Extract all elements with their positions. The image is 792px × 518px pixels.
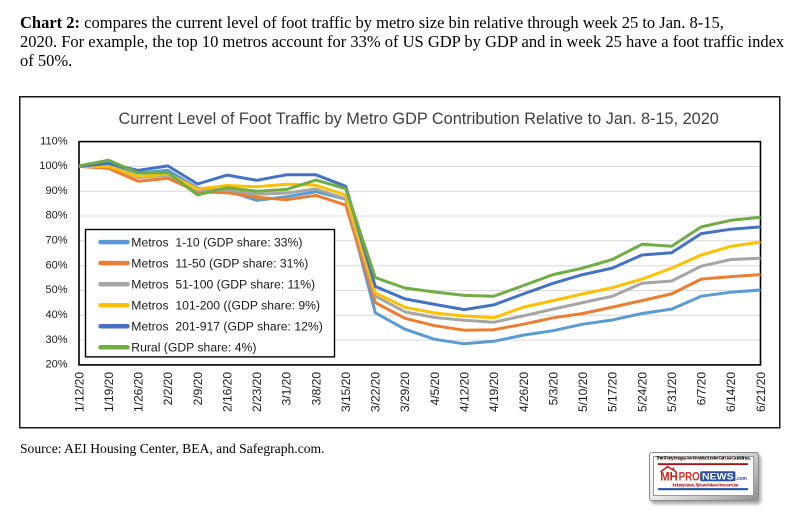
svg-text:4/12/20: 4/12/20 xyxy=(458,371,472,411)
svg-text:MH: MH xyxy=(660,470,678,484)
svg-text:100%: 100% xyxy=(39,160,67,172)
svg-text:30%: 30% xyxy=(45,333,67,345)
svg-text:3/15/20: 3/15/20 xyxy=(339,371,353,411)
svg-text:4/19/20: 4/19/20 xyxy=(487,371,501,411)
svg-text:Third Party Images Are Provide: Third Party Images Are Provided Under Fa… xyxy=(656,456,751,461)
svg-text:20%: 20% xyxy=(45,358,67,370)
svg-text:3/29/20: 3/29/20 xyxy=(398,371,412,411)
svg-text:6/7/20: 6/7/20 xyxy=(695,371,709,405)
svg-text:Metros 201-917 (GDP share: 12: Metros 201-917 (GDP share: 12%) xyxy=(131,319,322,333)
svg-text:40%: 40% xyxy=(45,309,67,321)
svg-text:1/12/20: 1/12/20 xyxy=(72,371,86,411)
svg-text:Metros 51-100 (GDP share: 11%: Metros 51-100 (GDP share: 11%) xyxy=(131,277,315,291)
svg-text:5/10/20: 5/10/20 xyxy=(576,371,590,411)
svg-text:1/26/20: 1/26/20 xyxy=(132,371,146,411)
svg-text:2/9/20: 2/9/20 xyxy=(191,371,205,405)
svg-text:5/31/20: 5/31/20 xyxy=(665,371,679,411)
svg-text:1/19/20: 1/19/20 xyxy=(102,371,116,411)
svg-text:4/26/20: 4/26/20 xyxy=(517,371,531,411)
svg-text:PRO: PRO xyxy=(679,470,700,484)
svg-text:70%: 70% xyxy=(45,234,67,246)
svg-text:Metros 11-50 (GDP share: 31%): Metros 11-50 (GDP share: 31%) xyxy=(131,256,308,270)
svg-text:.com: .com xyxy=(736,476,747,482)
svg-text:110%: 110% xyxy=(40,135,68,147)
svg-text:Industry News, Tips and Views: Industry News, Tips and Views Pros can U… xyxy=(673,482,740,487)
svg-text:5/17/20: 5/17/20 xyxy=(606,371,620,411)
svg-text:2/2/20: 2/2/20 xyxy=(161,371,175,405)
svg-text:4/5/20: 4/5/20 xyxy=(428,371,442,405)
svg-text:5/3/20: 5/3/20 xyxy=(546,371,560,405)
svg-text:60%: 60% xyxy=(45,259,67,271)
svg-text:Rural (GDP share: 4%): Rural (GDP share: 4%) xyxy=(131,340,256,354)
svg-text:Metros 1-10 (GDP share: 33%): Metros 1-10 (GDP share: 33%) xyxy=(131,235,302,249)
svg-text:5/24/20: 5/24/20 xyxy=(635,371,649,411)
svg-text:6/21/20: 6/21/20 xyxy=(754,371,768,411)
svg-text:2/23/20: 2/23/20 xyxy=(250,371,264,411)
svg-text:2/16/20: 2/16/20 xyxy=(221,371,235,411)
svg-text:Current Level of Foot Traffic: Current Level of Foot Traffic by Metro G… xyxy=(119,110,719,128)
svg-text:NEWS: NEWS xyxy=(702,472,734,483)
svg-text:80%: 80% xyxy=(45,209,67,221)
svg-text:Metros 101-200 ((GDP share: 9: Metros 101-200 ((GDP share: 9%) xyxy=(131,298,320,312)
svg-text:3/8/20: 3/8/20 xyxy=(309,371,323,405)
svg-text:3/1/20: 3/1/20 xyxy=(280,371,294,405)
svg-text:6/14/20: 6/14/20 xyxy=(724,371,738,411)
svg-text:90%: 90% xyxy=(45,184,67,196)
svg-text:3/22/20: 3/22/20 xyxy=(369,371,383,411)
svg-text:50%: 50% xyxy=(45,284,67,296)
